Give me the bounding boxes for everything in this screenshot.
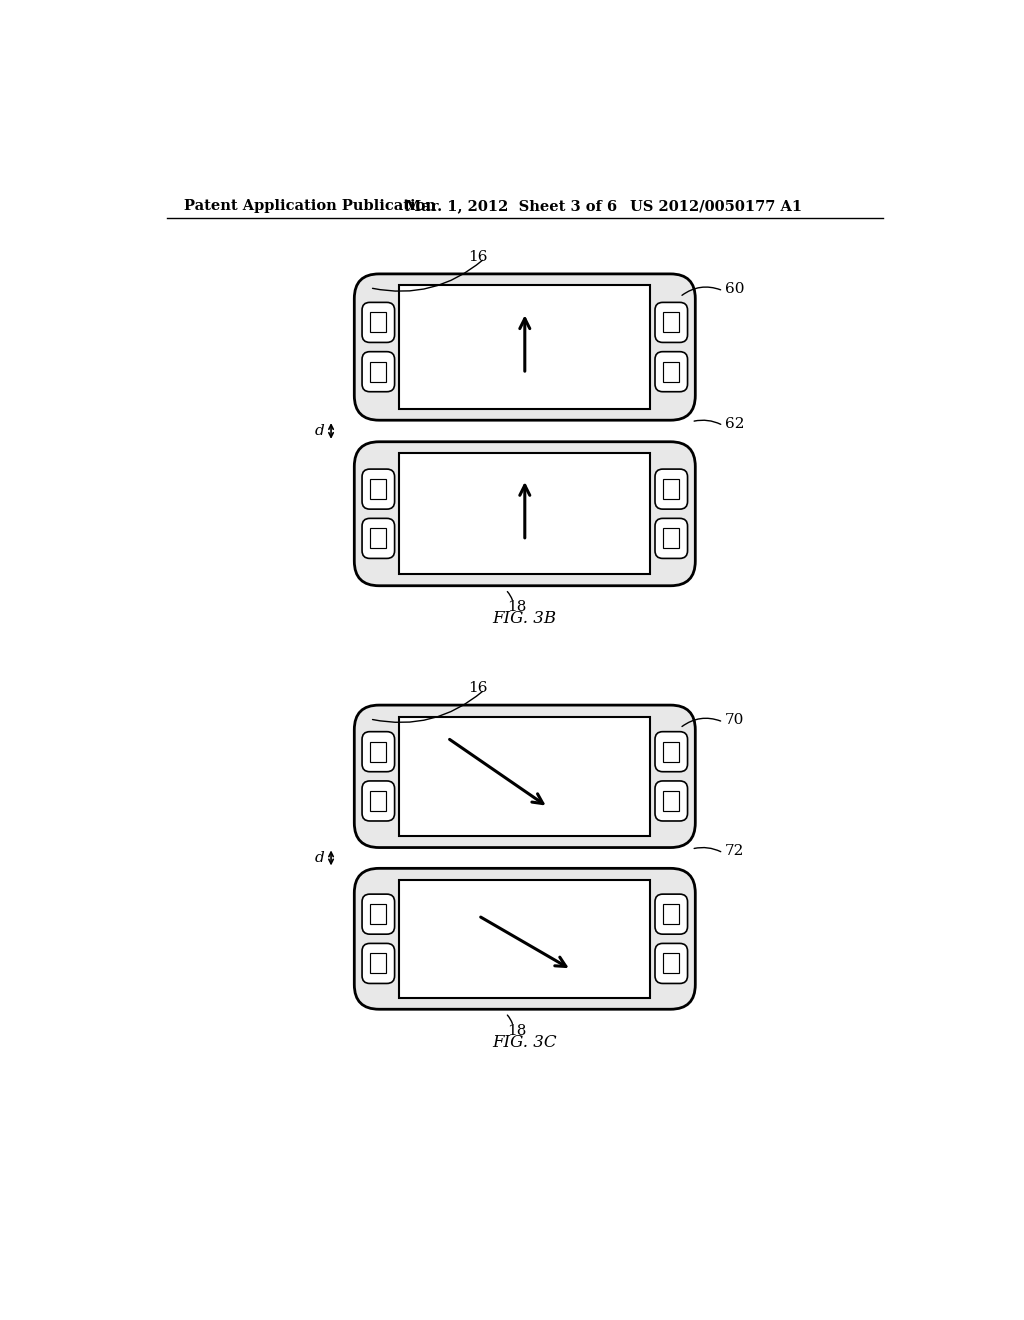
Bar: [371, 528, 386, 548]
FancyBboxPatch shape: [354, 705, 695, 847]
Text: Mar. 1, 2012  Sheet 3 of 6: Mar. 1, 2012 Sheet 3 of 6: [406, 199, 617, 213]
FancyBboxPatch shape: [655, 469, 687, 510]
FancyBboxPatch shape: [362, 519, 394, 558]
Bar: [399, 880, 650, 998]
Text: Patent Application Publication: Patent Application Publication: [183, 199, 436, 213]
Text: FIG. 3C: FIG. 3C: [493, 1034, 557, 1051]
Bar: [664, 313, 679, 333]
FancyBboxPatch shape: [354, 442, 695, 586]
FancyBboxPatch shape: [362, 351, 394, 392]
Text: d: d: [315, 424, 325, 438]
Bar: [664, 904, 679, 924]
FancyBboxPatch shape: [655, 731, 687, 772]
Bar: [664, 953, 679, 973]
FancyBboxPatch shape: [362, 731, 394, 772]
FancyBboxPatch shape: [655, 351, 687, 392]
Bar: [371, 953, 386, 973]
FancyBboxPatch shape: [655, 302, 687, 342]
FancyBboxPatch shape: [655, 944, 687, 983]
Bar: [399, 717, 650, 836]
Text: 62: 62: [725, 417, 744, 432]
Bar: [664, 362, 679, 381]
FancyBboxPatch shape: [655, 781, 687, 821]
FancyBboxPatch shape: [354, 869, 695, 1010]
Bar: [371, 313, 386, 333]
Text: 60: 60: [725, 282, 744, 296]
Text: 70: 70: [725, 714, 744, 727]
Bar: [371, 362, 386, 381]
Text: 16: 16: [469, 249, 488, 264]
Text: US 2012/0050177 A1: US 2012/0050177 A1: [630, 199, 803, 213]
Text: 18: 18: [507, 1024, 526, 1038]
Bar: [664, 528, 679, 548]
Bar: [399, 453, 650, 574]
Bar: [371, 904, 386, 924]
FancyBboxPatch shape: [362, 944, 394, 983]
Text: 72: 72: [725, 845, 744, 858]
Text: FIG. 3B: FIG. 3B: [493, 610, 557, 627]
Text: 16: 16: [469, 681, 488, 696]
FancyBboxPatch shape: [655, 519, 687, 558]
FancyBboxPatch shape: [362, 302, 394, 342]
Bar: [664, 479, 679, 499]
Bar: [664, 742, 679, 762]
Bar: [371, 791, 386, 810]
FancyBboxPatch shape: [655, 894, 687, 935]
FancyBboxPatch shape: [354, 275, 695, 420]
Text: d: d: [315, 851, 325, 865]
FancyBboxPatch shape: [362, 894, 394, 935]
Text: 18: 18: [507, 601, 526, 614]
Bar: [371, 742, 386, 762]
Bar: [399, 285, 650, 409]
Bar: [371, 479, 386, 499]
Bar: [664, 791, 679, 810]
FancyBboxPatch shape: [362, 469, 394, 510]
FancyBboxPatch shape: [362, 781, 394, 821]
